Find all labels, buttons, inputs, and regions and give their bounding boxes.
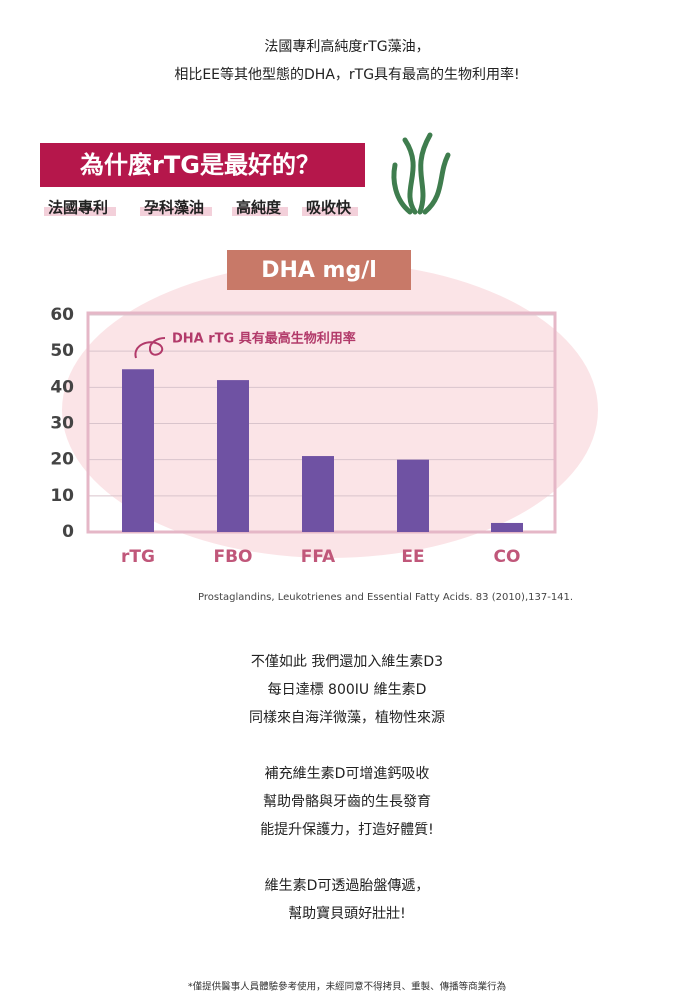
citation: Prostaglandins, Leukotrienes and Essenti… [198, 592, 573, 603]
y-tick-label: 60 [50, 305, 74, 325]
y-tick-label: 20 [50, 450, 74, 470]
y-tick-label: 40 [50, 377, 74, 397]
bar [122, 369, 154, 532]
paragraph-line: 幫助寶貝頭好壯壯! [288, 906, 406, 922]
x-tick-label: EE [401, 547, 424, 567]
y-tick-label: 0 [62, 522, 74, 542]
bar [491, 522, 523, 532]
tag-highlight [302, 207, 358, 216]
banner [40, 143, 365, 187]
tag: 孕科藻油 [144, 199, 204, 217]
bar [302, 456, 334, 532]
background-blob [62, 262, 598, 558]
annotation: DHA rTG 具有最高生物利用率 [172, 331, 356, 347]
tag: 吸收快 [306, 199, 352, 217]
x-tick-label: rTG [121, 547, 155, 567]
intro-line: 法國專利高純度rTG藻油， [264, 38, 429, 55]
intro-line: 相比EE等其他型態的DHA，rTG具有最高的生物利用率! [174, 66, 519, 83]
y-tick-label: 30 [50, 414, 74, 434]
paragraph-line: 同樣來自海洋微藻，植物性來源 [249, 709, 445, 726]
seaweed-icon [391, 132, 451, 215]
x-tick-label: FBO [213, 547, 252, 567]
paragraph-line: 能提升保護力，打造好體質! [260, 821, 434, 838]
y-tick-label: 10 [50, 486, 74, 506]
tag: 法國專利 [48, 199, 108, 217]
x-tick-label: CO [494, 547, 521, 567]
paragraph-line: 補充維生素D可增進鈣吸收 [265, 766, 430, 782]
bar [217, 380, 249, 532]
chart-title: DHA mg/l [261, 258, 377, 283]
banner-title: 為什麼rTG是最好的？ [80, 151, 320, 179]
bar [397, 459, 429, 532]
y-tick-label: 50 [50, 341, 74, 361]
paragraph-line: 維生素D可透過胎盤傳遞， [265, 878, 430, 894]
annotation-curl [134, 337, 166, 359]
tag-highlight [140, 207, 212, 216]
tag: 高純度 [236, 199, 282, 217]
chart-title-box [227, 250, 411, 290]
paragraph-line: 幫助骨骼與牙齒的生長發育 [263, 794, 431, 810]
paragraph-line: 不僅如此 我們還加入維生素D3 [251, 654, 443, 670]
footnote: *僅提供醫事人員體驗參考使用，未經同意不得拷貝、重製、傳播等商業行為 [188, 981, 506, 993]
x-tick-label: FFA [301, 547, 336, 567]
tag-highlight [232, 207, 288, 216]
paragraph-line: 每日達標 800IU 維生素D [268, 682, 427, 698]
tag-highlight [44, 207, 116, 216]
